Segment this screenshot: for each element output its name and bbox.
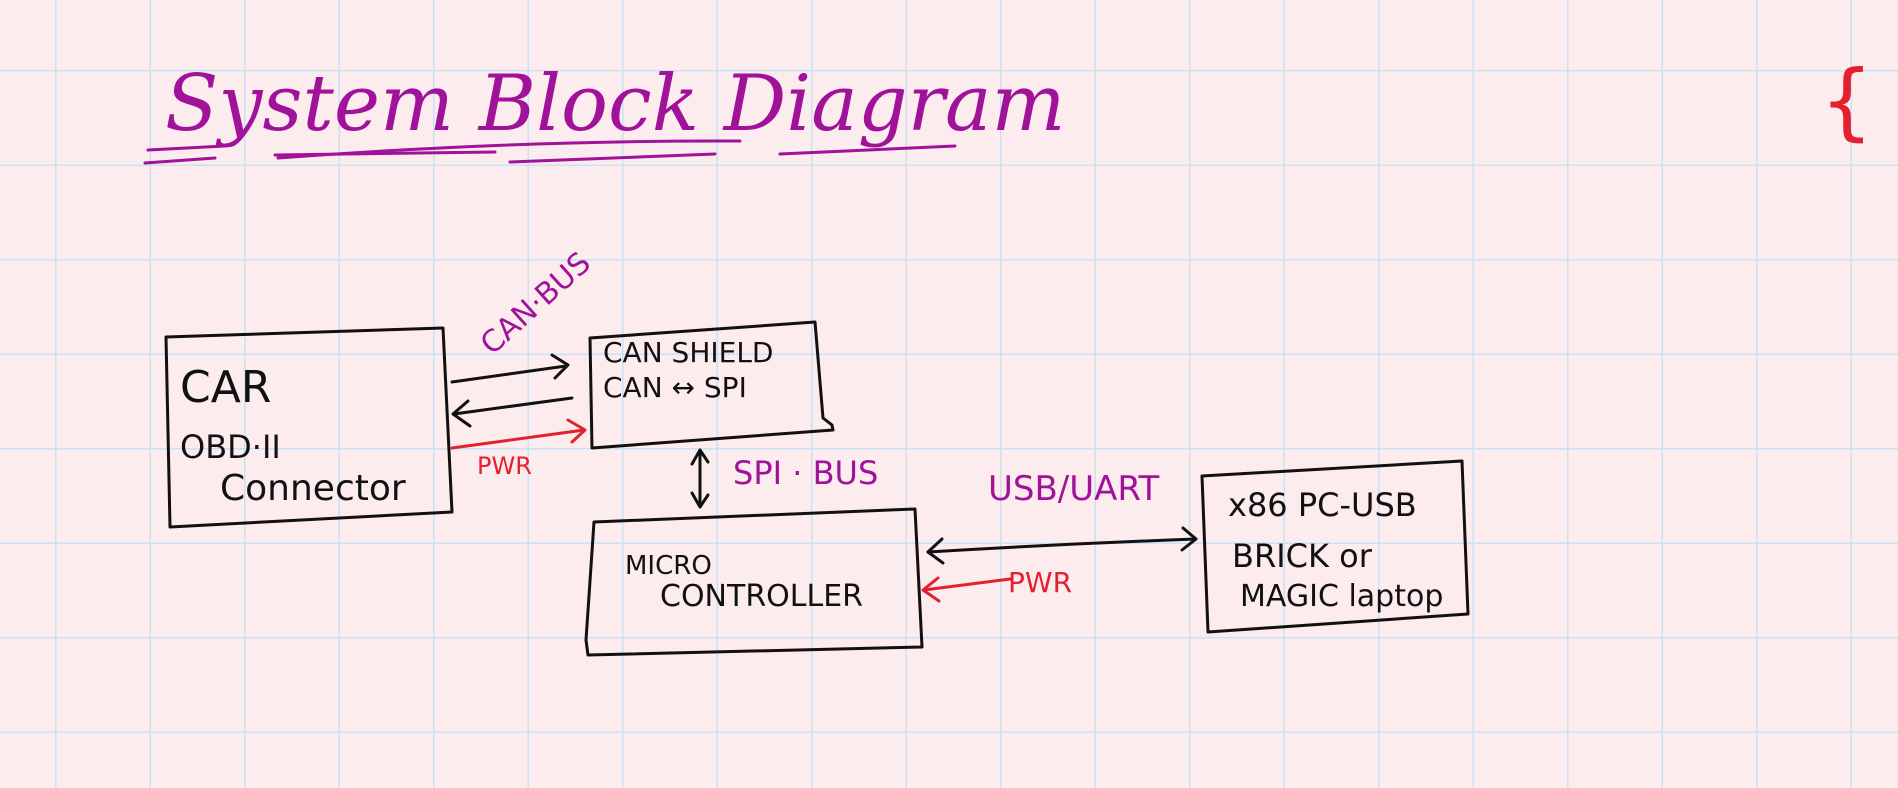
power-label-top: PWR	[477, 452, 532, 480]
can-shield-block: CAN SHIELD CAN ↔ SPI	[588, 320, 835, 450]
spi-bus-arrow	[690, 448, 710, 509]
micro-line1: MICRO	[625, 551, 712, 581]
canshield-to-car-arrow	[451, 396, 574, 428]
can-shield-line2: CAN ↔ SPI	[603, 371, 747, 404]
pc-line3: MAGIC laptop	[1240, 579, 1443, 614]
corner-brace-mark: {	[1820, 52, 1873, 150]
car-obd-block: CAR OBD·II Connector	[164, 326, 454, 529]
micro-line2: CONTROLLER	[660, 579, 863, 614]
diagram-title: System Block Diagram	[165, 59, 1065, 149]
pc-line1: x86 PC-USB	[1228, 486, 1417, 524]
microcontroller-block: MICRO CONTROLLER	[584, 507, 924, 657]
pc-usb-brick-block: x86 PC-USB BRICK or MAGIC laptop	[1200, 459, 1470, 634]
car-block-line1: CAR	[180, 362, 271, 413]
power-to-micro-arrow	[921, 576, 1012, 603]
usb-uart-arrow	[926, 526, 1198, 565]
power-to-canshield-arrow	[450, 418, 587, 450]
car-block-line3: Connector	[220, 468, 406, 509]
power-label-bottom: PWR	[1008, 566, 1072, 599]
car-block-line2: OBD·II	[180, 428, 281, 466]
usb-uart-label: USB/UART	[988, 469, 1160, 509]
car-to-canshield-arrow	[450, 353, 570, 384]
pc-line2: BRICK or	[1232, 537, 1373, 575]
title-underline	[143, 139, 957, 165]
can-bus-label: CAN·BUS	[474, 246, 598, 362]
spi-bus-label: SPI · BUS	[733, 454, 878, 492]
can-shield-line1: CAN SHIELD	[603, 336, 774, 369]
